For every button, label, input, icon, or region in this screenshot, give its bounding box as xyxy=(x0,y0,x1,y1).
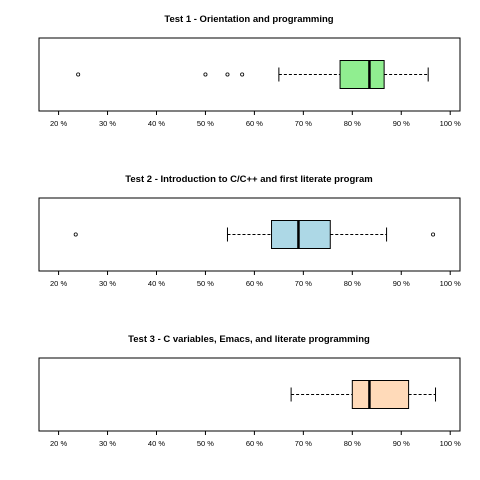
chart-panel-1: Test 1 - Orientation and programming 20 %… xyxy=(38,14,462,128)
x-tick-label: 50 % xyxy=(197,279,214,288)
x-tick-label: 60 % xyxy=(246,119,263,128)
x-tick-label: 30 % xyxy=(99,119,116,128)
x-tick-label: 90 % xyxy=(393,119,410,128)
x-tick-label: 80 % xyxy=(344,439,361,448)
x-tick-label: 100 % xyxy=(440,279,462,288)
x-tick-label: 90 % xyxy=(393,439,410,448)
x-tick-label: 20 % xyxy=(50,439,67,448)
outlier-point xyxy=(431,232,436,237)
outlier-point xyxy=(73,232,78,237)
x-tick-label: 90 % xyxy=(393,279,410,288)
x-tick-label: 40 % xyxy=(148,279,165,288)
plot-frame xyxy=(38,357,461,432)
chart-panel-2: Test 2 - Introduction to C/C++ and first… xyxy=(38,174,462,288)
chart-title: Test 3 - C variables, Emacs, and literat… xyxy=(128,334,370,345)
x-tick-label: 70 % xyxy=(295,119,312,128)
x-tick-label: 70 % xyxy=(295,279,312,288)
outlier-point xyxy=(240,72,245,77)
plot-frame xyxy=(38,37,461,112)
x-tick-label: 60 % xyxy=(246,439,263,448)
iqr-box xyxy=(271,220,331,249)
iqr-box xyxy=(339,60,385,89)
x-tick-label: 70 % xyxy=(295,439,312,448)
x-tick-label: 50 % xyxy=(197,119,214,128)
x-tick-label: 40 % xyxy=(148,439,165,448)
x-tick-label: 20 % xyxy=(50,119,67,128)
x-tick-label: 20 % xyxy=(50,279,67,288)
x-tick-label: 50 % xyxy=(197,439,214,448)
x-tick-label: 60 % xyxy=(246,279,263,288)
x-tick-label: 80 % xyxy=(344,119,361,128)
chart-panel-3: Test 3 - C variables, Emacs, and literat… xyxy=(38,334,462,448)
outlier-point xyxy=(225,72,230,77)
x-tick-label: 30 % xyxy=(99,439,116,448)
x-tick-label: 100 % xyxy=(440,439,462,448)
outlier-point xyxy=(203,72,208,77)
x-tick-label: 30 % xyxy=(99,279,116,288)
plot-frame xyxy=(38,197,461,272)
x-tick-label: 100 % xyxy=(440,119,462,128)
x-tick-label: 40 % xyxy=(148,119,165,128)
outlier-point xyxy=(76,72,81,77)
x-tick-label: 80 % xyxy=(344,279,361,288)
iqr-box xyxy=(351,380,410,409)
chart-title: Test 1 - Orientation and programming xyxy=(164,14,333,25)
chart-title: Test 2 - Introduction to C/C++ and first… xyxy=(125,174,372,185)
